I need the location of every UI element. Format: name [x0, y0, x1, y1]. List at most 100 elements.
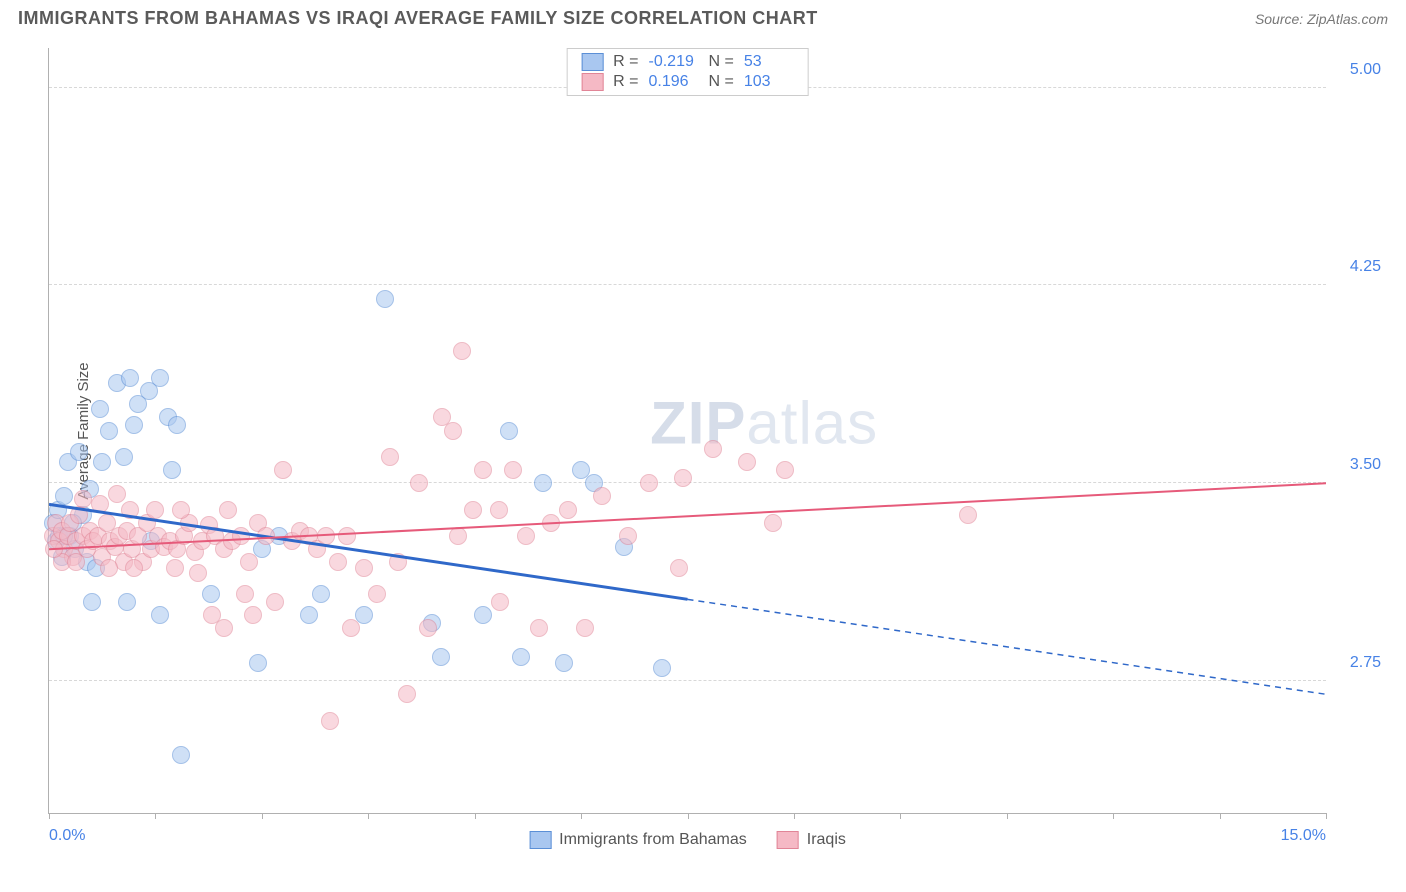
data-point-iraqis — [74, 490, 92, 508]
data-point-bahamas — [55, 487, 73, 505]
data-point-iraqis — [389, 553, 407, 571]
data-point-iraqis — [517, 527, 535, 545]
legend-label-bahamas: Immigrants from Bahamas — [559, 831, 747, 849]
data-point-bahamas — [512, 648, 530, 666]
swatch-iraqis — [777, 831, 799, 849]
chart-title: IMMIGRANTS FROM BAHAMAS VS IRAQI AVERAGE… — [18, 8, 818, 29]
data-point-iraqis — [491, 593, 509, 611]
y-tick-label: 4.25 — [1331, 258, 1381, 276]
data-point-iraqis — [410, 474, 428, 492]
r-label: R = — [613, 53, 638, 71]
data-point-iraqis — [464, 501, 482, 519]
data-point-iraqis — [266, 593, 284, 611]
legend-row-bahamas: R = -0.219 N = 53 — [581, 53, 794, 71]
data-point-bahamas — [70, 443, 88, 461]
data-point-bahamas — [300, 606, 318, 624]
swatch-iraqis — [581, 73, 603, 91]
data-point-iraqis — [317, 527, 335, 545]
legend-item-bahamas: Immigrants from Bahamas — [529, 831, 747, 849]
data-point-bahamas — [118, 593, 136, 611]
data-point-iraqis — [70, 506, 88, 524]
data-point-iraqis — [100, 559, 118, 577]
data-point-iraqis — [342, 619, 360, 637]
y-tick-label: 5.00 — [1331, 61, 1381, 79]
data-point-bahamas — [115, 448, 133, 466]
data-point-iraqis — [619, 527, 637, 545]
y-tick-label: 2.75 — [1331, 654, 1381, 672]
data-point-iraqis — [398, 685, 416, 703]
data-point-iraqis — [172, 501, 190, 519]
chart-container: ZIPatlas R = -0.219 N = 53 R = 0.196 N =… — [48, 48, 1386, 844]
x-tick — [900, 813, 901, 819]
x-tick — [1326, 813, 1327, 819]
data-point-bahamas — [93, 453, 111, 471]
data-point-iraqis — [219, 501, 237, 519]
swatch-bahamas — [581, 53, 603, 71]
data-point-iraqis — [232, 527, 250, 545]
grid-line — [49, 680, 1326, 681]
data-point-bahamas — [202, 585, 220, 603]
data-point-iraqis — [244, 606, 262, 624]
x-tick — [688, 813, 689, 819]
x-axis-max-label: 15.0% — [1281, 827, 1326, 845]
legend-correlation-box: R = -0.219 N = 53 R = 0.196 N = 103 — [566, 48, 809, 96]
data-point-iraqis — [959, 506, 977, 524]
data-point-bahamas — [474, 606, 492, 624]
x-tick — [155, 813, 156, 819]
data-point-bahamas — [555, 654, 573, 672]
x-tick — [49, 813, 50, 819]
data-point-iraqis — [490, 501, 508, 519]
data-point-iraqis — [240, 553, 258, 571]
x-tick — [794, 813, 795, 819]
data-point-iraqis — [674, 469, 692, 487]
data-point-iraqis — [274, 461, 292, 479]
y-tick-label: 3.50 — [1331, 456, 1381, 474]
data-point-bahamas — [534, 474, 552, 492]
n-value-iraqis: 103 — [744, 73, 794, 91]
data-point-iraqis — [146, 501, 164, 519]
data-point-iraqis — [640, 474, 658, 492]
data-point-iraqis — [593, 487, 611, 505]
x-tick — [475, 813, 476, 819]
data-point-iraqis — [368, 585, 386, 603]
data-point-iraqis — [444, 422, 462, 440]
data-point-iraqis — [449, 527, 467, 545]
source-label: Source: ZipAtlas.com — [1255, 11, 1388, 27]
data-point-iraqis — [670, 559, 688, 577]
data-point-iraqis — [764, 514, 782, 532]
data-point-iraqis — [474, 461, 492, 479]
regression-lines — [49, 48, 1326, 813]
data-point-iraqis — [559, 501, 577, 519]
data-point-iraqis — [738, 453, 756, 471]
data-point-bahamas — [83, 593, 101, 611]
data-point-iraqis — [236, 585, 254, 603]
data-point-bahamas — [121, 369, 139, 387]
data-point-iraqis — [125, 559, 143, 577]
legend-item-iraqis: Iraqis — [777, 831, 846, 849]
x-tick — [262, 813, 263, 819]
plot-area: ZIPatlas R = -0.219 N = 53 R = 0.196 N =… — [48, 48, 1326, 814]
y-axis-label: Average Family Size — [75, 362, 92, 499]
data-point-bahamas — [172, 746, 190, 764]
x-tick — [368, 813, 369, 819]
legend-label-iraqis: Iraqis — [807, 831, 846, 849]
x-axis-min-label: 0.0% — [49, 827, 85, 845]
n-label: N = — [709, 53, 734, 71]
r-value-bahamas: -0.219 — [649, 53, 699, 71]
data-point-iraqis — [91, 495, 109, 513]
data-point-iraqis — [419, 619, 437, 637]
x-tick — [581, 813, 582, 819]
data-point-iraqis — [121, 501, 139, 519]
data-point-iraqis — [166, 559, 184, 577]
x-tick — [1113, 813, 1114, 819]
data-point-iraqis — [704, 440, 722, 458]
n-value-bahamas: 53 — [744, 53, 794, 71]
data-point-bahamas — [653, 659, 671, 677]
data-point-bahamas — [249, 654, 267, 672]
n-label: N = — [709, 73, 734, 91]
data-point-bahamas — [91, 400, 109, 418]
r-label: R = — [613, 73, 638, 91]
data-point-bahamas — [151, 606, 169, 624]
data-point-bahamas — [312, 585, 330, 603]
r-value-iraqis: 0.196 — [649, 73, 699, 91]
